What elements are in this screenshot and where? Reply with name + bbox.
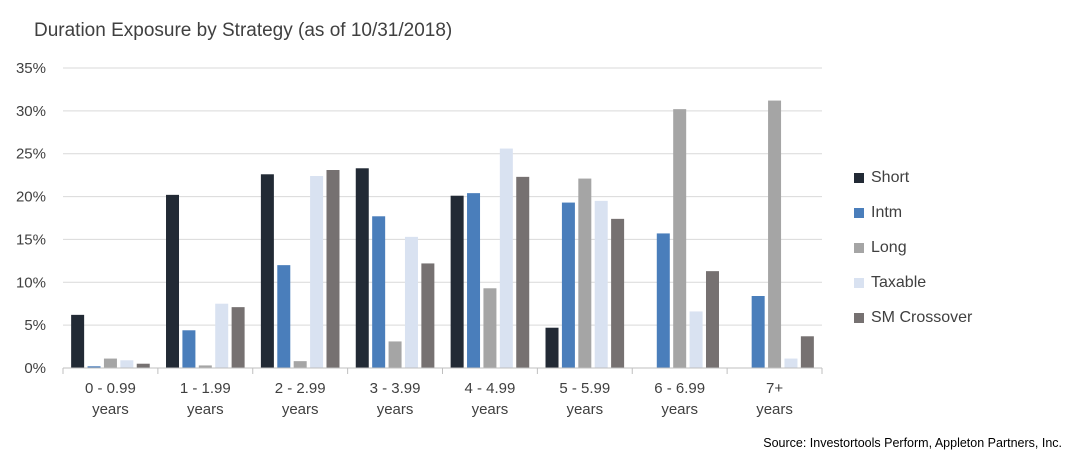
bar-intm (656, 233, 670, 368)
bar-long (578, 178, 592, 368)
y-tick-label: 35% (16, 60, 46, 77)
bar-long (483, 288, 497, 368)
bar-short (260, 174, 274, 368)
bar-taxable (594, 200, 608, 368)
bar-sm-crossover (611, 218, 625, 368)
x-tick-label: 0 - 0.99 (85, 380, 136, 397)
bar-short (71, 314, 85, 368)
bar-short (355, 168, 369, 368)
y-tick-label: 5% (24, 317, 46, 334)
bar-intm (87, 366, 101, 368)
bar-short (545, 327, 559, 368)
x-tick-label: years (566, 401, 603, 418)
legend-swatch (854, 242, 864, 253)
legend-swatch (854, 277, 864, 288)
bar-long (768, 100, 782, 369)
x-tick-label: 6 - 6.99 (654, 380, 705, 397)
bar-intm (182, 330, 196, 368)
bar-sm-crossover (421, 263, 435, 368)
bar-sm-crossover (705, 271, 719, 368)
x-tick-label: 7+ (766, 380, 783, 397)
x-tick-label: 2 - 2.99 (275, 380, 326, 397)
x-tick-label: years (377, 401, 414, 418)
bar-sm-crossover (136, 363, 150, 368)
legend-item: Short (854, 160, 972, 195)
x-tick-label: years (661, 401, 698, 418)
bar-sm-crossover (516, 176, 530, 368)
bar-taxable (689, 311, 703, 368)
x-tick-label: years (756, 401, 793, 418)
bar-intm (561, 202, 575, 368)
y-tick-label: 10% (16, 274, 46, 291)
y-tick-label: 25% (16, 146, 46, 163)
x-tick-label: years (472, 401, 509, 418)
x-tick-label: years (92, 401, 129, 418)
y-tick-label: 15% (16, 231, 46, 248)
bars (71, 100, 814, 369)
legend-item: Taxable (854, 265, 972, 300)
bar-taxable (404, 236, 418, 368)
bar-long (293, 361, 307, 368)
bar-sm-crossover (326, 170, 340, 368)
legend: Short Intm Long Taxable SM Crossover (854, 160, 972, 335)
bar-long (388, 341, 402, 368)
x-axis-labels: 0 - 0.99 years 1 - 1.99 years 2 - 2.99 years 3… (85, 380, 793, 418)
legend-label: Intm (871, 203, 903, 221)
bar-long (673, 109, 687, 369)
bar-taxable (499, 148, 513, 368)
bar-short (166, 194, 180, 368)
bar-sm-crossover (231, 307, 245, 368)
legend-swatch (854, 207, 864, 218)
y-axis-ticks: 0% 5% 10% 15% 20% 25% 30% 35% (16, 60, 46, 377)
source-note: Source: Investortools Perform, Appleton … (763, 436, 1062, 450)
legend-swatch (854, 312, 864, 323)
x-tick-label: 3 - 3.99 (370, 380, 421, 397)
bar-taxable (310, 176, 324, 368)
bar-intm (467, 193, 481, 368)
x-tick-label: years (282, 401, 319, 418)
x-axis (62, 367, 823, 374)
bar-intm (372, 216, 386, 368)
bar-intm (277, 265, 291, 368)
legend-swatch (854, 172, 864, 183)
legend-item: Intm (854, 195, 972, 230)
legend-item: Long (854, 230, 972, 265)
x-tick-label: 5 - 5.99 (559, 380, 610, 397)
bar-taxable (784, 358, 798, 368)
y-tick-label: 30% (16, 103, 46, 120)
bar-taxable (215, 303, 229, 368)
bar-intm (751, 296, 765, 368)
y-tick-label: 0% (24, 360, 46, 377)
legend-label: SM Crossover (871, 308, 973, 326)
bar-short (450, 195, 464, 368)
legend-label: Long (871, 238, 907, 256)
bar-sm-crossover (800, 336, 814, 368)
x-tick-label: 1 - 1.99 (180, 380, 231, 397)
y-tick-label: 20% (16, 189, 46, 206)
legend-label: Taxable (871, 273, 927, 291)
bar-long (198, 365, 212, 368)
chart-title: Duration Exposure by Strategy (as of 10/… (34, 20, 453, 41)
legend-label: Short (871, 168, 910, 186)
bar-long (103, 358, 117, 368)
legend-item: SM Crossover (854, 300, 972, 335)
x-tick-label: years (187, 401, 224, 418)
bar-taxable (120, 360, 134, 368)
x-tick-label: 4 - 4.99 (465, 380, 516, 397)
